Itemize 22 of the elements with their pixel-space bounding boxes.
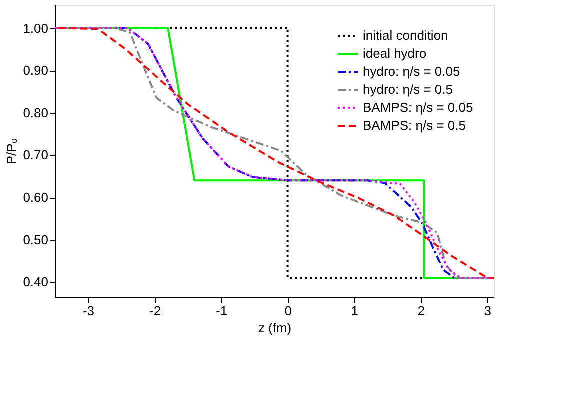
legend-label: initial condition: [363, 28, 448, 43]
y-axis-title: P/P₀: [4, 138, 20, 165]
y-tick-label: 0.60: [23, 190, 48, 206]
legend-label: hydro: η/s = 0.5: [363, 82, 453, 97]
y-tick-label: 0.90: [23, 63, 48, 78]
legend-label: ideal hydro: [363, 46, 427, 61]
y-tick-label: 0.50: [23, 232, 48, 248]
y-tick-label: 0.80: [23, 105, 48, 120]
x-tick-label: 3: [484, 304, 492, 318]
y-tick-label: 0.70: [23, 148, 48, 163]
x-tick-label: -2: [149, 304, 162, 318]
legend-label: hydro: η/s = 0.05: [363, 64, 460, 79]
legend-label: BAMPS: η/s = 0.05: [363, 100, 474, 115]
x-tick-label: 1: [351, 304, 358, 318]
x-axis-title: z (fm): [258, 320, 292, 336]
x-tick-label: 0: [284, 304, 292, 318]
x-tick-label: -3: [82, 304, 95, 318]
x-tick-label: 2: [418, 304, 425, 318]
x-tick-label: -1: [216, 304, 228, 318]
y-tick-label: 1.00: [23, 20, 48, 36]
y-tick-label: 0.40: [23, 274, 48, 290]
legend-label: BAMPS: η/s = 0.5: [363, 118, 466, 133]
